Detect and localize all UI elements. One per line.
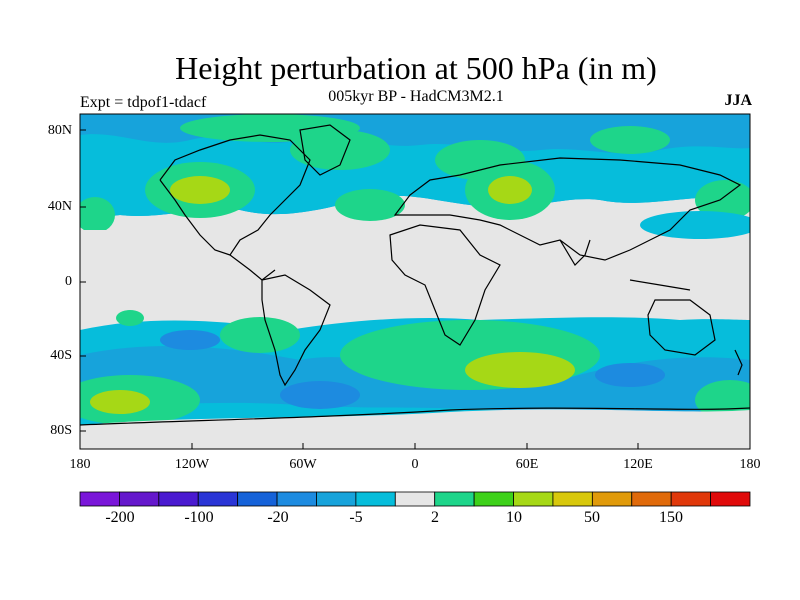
colorbar-swatch	[197, 491, 239, 507]
colorbar-swatch	[79, 491, 120, 507]
coastlines	[80, 124, 750, 426]
season-label: JJA	[724, 92, 752, 109]
contour-green	[695, 380, 750, 420]
coast-australia	[647, 299, 716, 356]
coast-south-america	[261, 274, 331, 387]
contour-blue-dark	[280, 381, 360, 409]
colorbar-label: 50	[584, 509, 600, 526]
colorbar-swatch	[276, 491, 317, 507]
chart-subtitle: 005kyr BP - HadCM3M2.1	[328, 88, 504, 105]
colorbar-swatch	[158, 491, 199, 507]
lon-label: 120W	[174, 457, 210, 472]
colorbar-label: 2	[431, 509, 439, 526]
coast-eurasia	[393, 157, 742, 261]
contour-green	[590, 126, 670, 154]
axis-ticks	[79, 129, 751, 449]
coast-north-america-west	[159, 179, 231, 256]
contour-blue-dark	[160, 330, 220, 350]
contour-green	[116, 310, 144, 326]
colorbar-swatch	[394, 491, 436, 507]
colorbar-label: -100	[184, 509, 214, 526]
lat-label: 40N	[47, 199, 72, 214]
colorbar	[79, 491, 751, 507]
colorbar-swatch	[473, 491, 514, 507]
lat-label: 0	[65, 274, 72, 289]
colorbar-swatch	[355, 491, 396, 507]
colorbar-label: -5	[349, 509, 363, 526]
lon-label: 60W	[289, 457, 317, 472]
experiment-label: Expt = tdpof1-tdacf	[80, 94, 207, 111]
contour-lime	[465, 352, 575, 388]
colorbar-swatch	[552, 491, 593, 507]
lat-label: 80N	[47, 123, 72, 138]
colorbar-swatch	[670, 491, 711, 507]
contour-green	[290, 130, 390, 170]
coast-indonesia	[629, 279, 691, 291]
colorbar-swatch	[631, 491, 672, 507]
lon-label: 180	[739, 457, 761, 472]
lon-label: 120E	[623, 457, 653, 472]
chart-title: Height perturbation at 500 hPa (in m)	[175, 50, 657, 86]
contour-field	[80, 114, 750, 449]
lon-label: 0	[411, 457, 419, 472]
lat-label: 80S	[50, 423, 72, 438]
lon-label: 180	[69, 457, 91, 472]
colorbar-label: 10	[506, 509, 522, 526]
colorbar-swatch	[591, 491, 633, 507]
colorbar-swatch	[513, 491, 554, 507]
coast-north-america	[159, 134, 311, 281]
contour-cyan	[640, 211, 750, 239]
lat-label: 40S	[50, 348, 72, 363]
contour-lime	[170, 176, 230, 204]
coast-india	[559, 239, 591, 266]
contour-green	[695, 180, 750, 220]
colorbar-label: -200	[105, 509, 135, 526]
contour-neutral	[80, 230, 750, 310]
coast-africa	[389, 224, 501, 346]
contour-green	[220, 317, 300, 353]
contour-green	[80, 197, 115, 233]
colorbar-label: 150	[659, 509, 683, 526]
colorbar-swatch	[316, 491, 357, 507]
coast-antarctica	[80, 407, 750, 426]
contour-green	[335, 189, 405, 221]
coast-new-zealand	[734, 349, 743, 376]
coast-greenland	[299, 124, 351, 176]
colorbar-swatch	[237, 491, 278, 507]
colorbar-label: -20	[267, 509, 289, 526]
contour-blue-dark	[595, 363, 665, 387]
colorbar-swatch	[119, 491, 160, 507]
colorbar-swatch	[710, 491, 751, 507]
colorbar-swatch	[434, 491, 475, 507]
contour-lime	[90, 390, 150, 414]
contour-lime	[488, 176, 532, 204]
lon-label: 60E	[515, 457, 539, 472]
